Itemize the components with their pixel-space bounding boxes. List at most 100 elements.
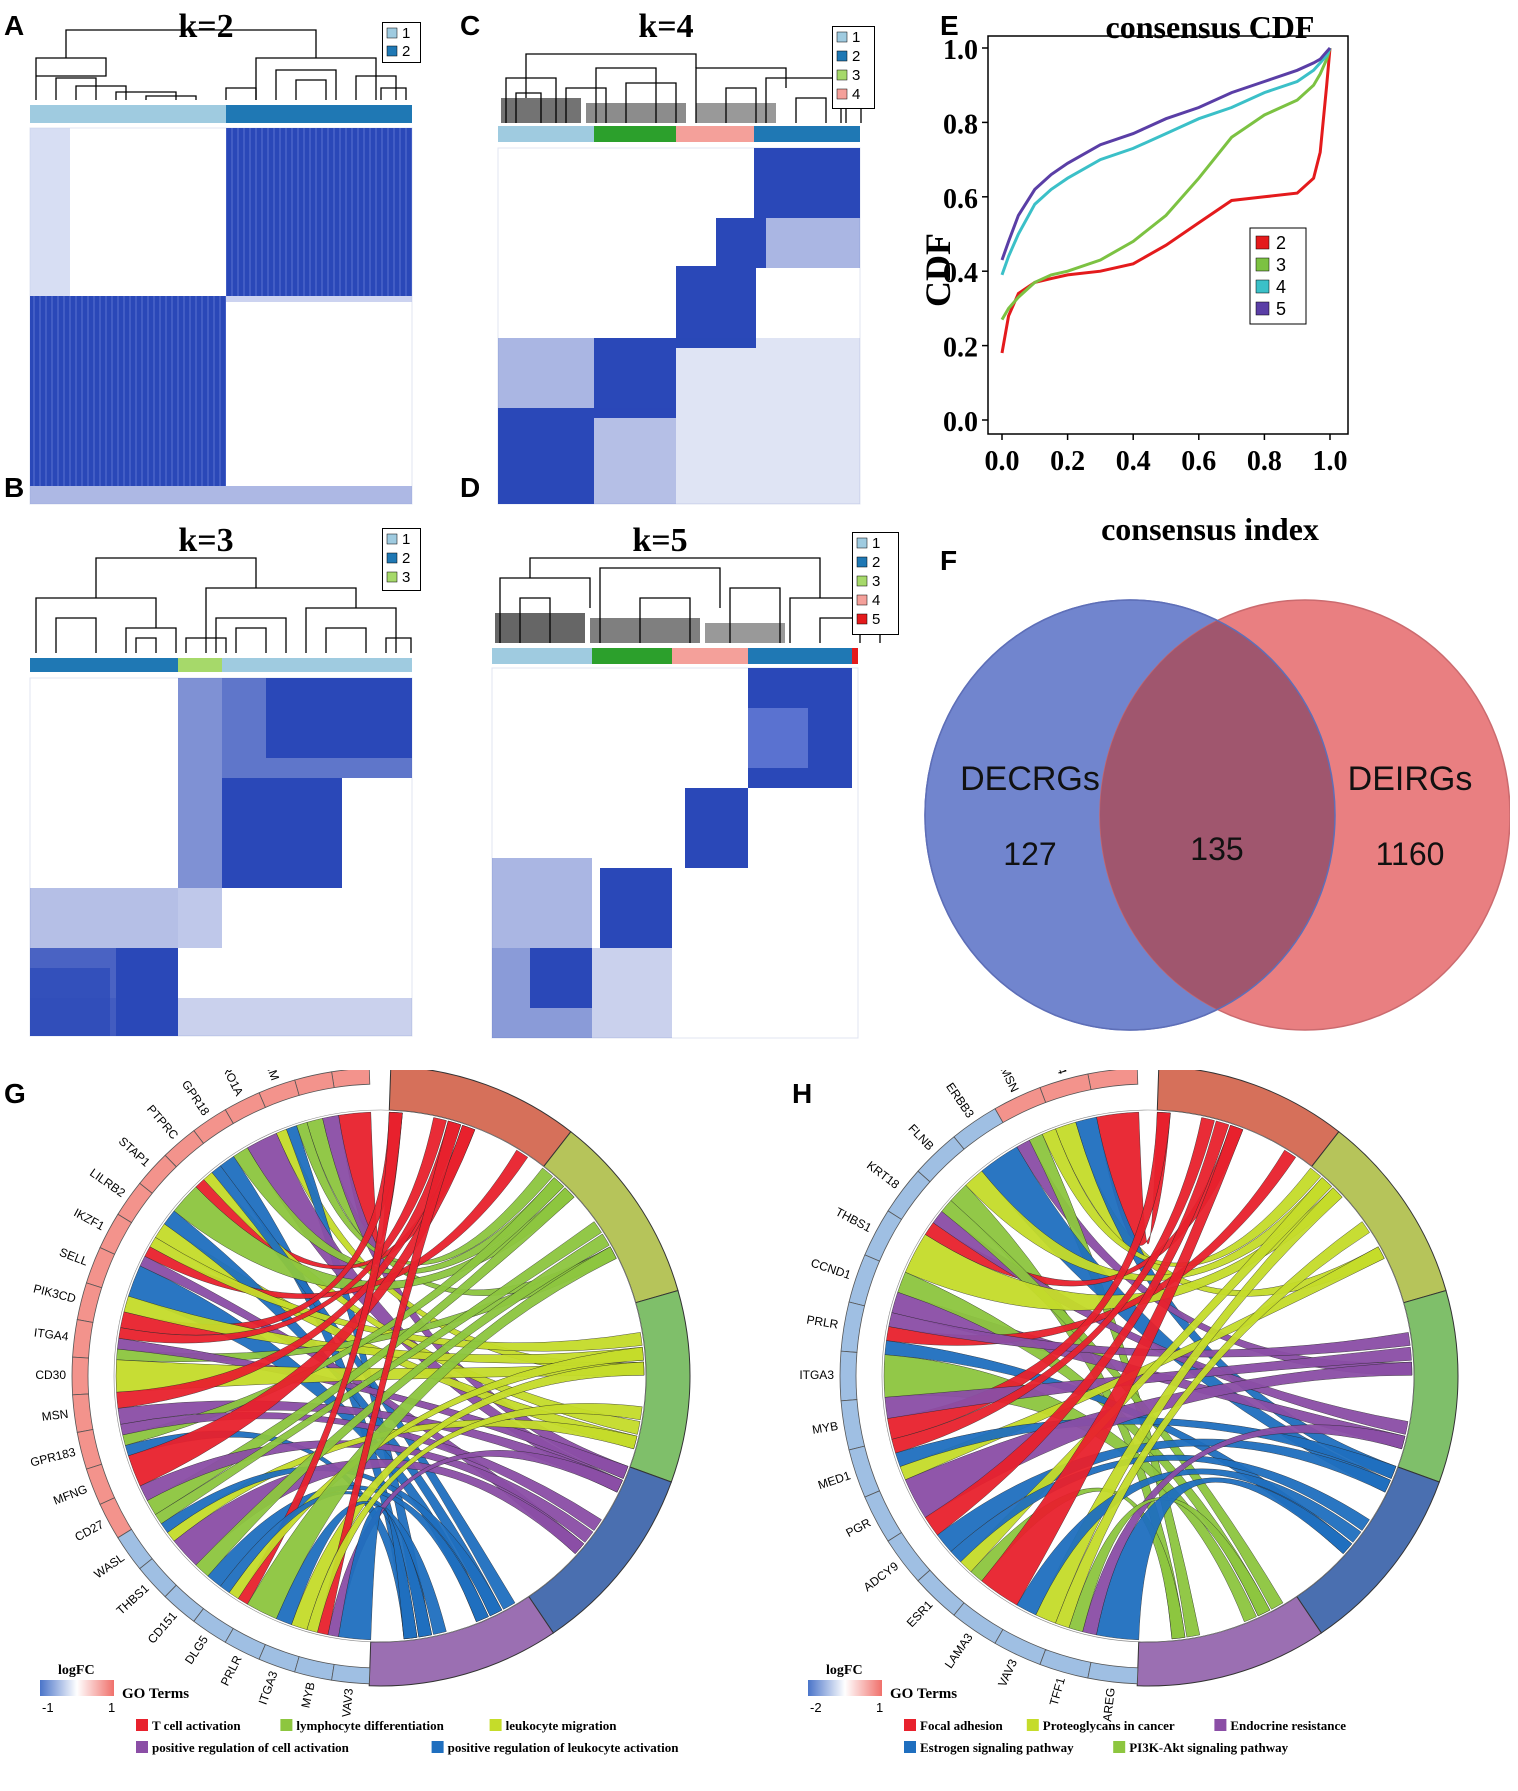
go-gene-arc-PTPRC [164, 1130, 205, 1168]
kegg-ribbon [1055, 1221, 1370, 1629]
k4-legend: 1 2 3 4 [832, 26, 875, 109]
panel-label-g: G [4, 1078, 26, 1109]
cdf-chart: consensus CDF CDF consensus index 0.0 0.2… [918, 9, 1349, 547]
kegg-term-label-4: PI3K-Akt signaling pathway [1129, 1740, 1288, 1755]
kegg-term-label-0: Focal adhesion [920, 1718, 1003, 1733]
go-gene-arc-LCK [294, 1071, 335, 1096]
go-term-swatch-1 [280, 1719, 293, 1731]
go-ribbon [149, 1237, 643, 1352]
cdf-legend-swatch-5 [1255, 301, 1270, 316]
kegg-terms-title: GO Terms [890, 1686, 957, 1702]
cdf-ytick-label: 0.8 [943, 109, 978, 140]
kegg-gene-arc-PIK3CD [1087, 1067, 1139, 1091]
k2-heatmap [29, 127, 413, 505]
go-ribbon [338, 1506, 418, 1641]
kegg-term-swatch-0 [904, 1719, 916, 1731]
kegg-gene-label: MED1 [816, 1468, 852, 1492]
kegg-term-label-1: Proteoglycans in cancer [1043, 1718, 1175, 1733]
go-gene-label: GPR18 [179, 1078, 213, 1119]
go-gene-arc-CD30 [71, 1356, 89, 1396]
cdf-legend-swatch-2 [1255, 235, 1270, 250]
go-gene-label: CD30 [35, 1368, 66, 1382]
kegg-gene-arc-THBS1 [864, 1210, 903, 1262]
k5-figure [491, 557, 881, 1039]
k4-legend-swatch-2 [836, 50, 848, 62]
k3-heatmap [29, 677, 413, 1037]
kegg-gene-arc-CCND1 [848, 1254, 881, 1307]
consensus-matrix-k5: k=5 [490, 522, 910, 1040]
k2-legend-label-2: 2 [402, 43, 410, 60]
go-term-swatch-4 [431, 1741, 444, 1753]
cdf-ytick-label: 0.2 [943, 333, 978, 364]
go-gene-arc-SELL [85, 1247, 116, 1289]
k5-legend-label-1: 1 [872, 535, 880, 552]
go-terms-title: GO Terms [122, 1686, 189, 1702]
k3-figure [29, 557, 413, 1037]
go-ribbon [117, 1338, 629, 1479]
kegg-gene-label: MSN [998, 1070, 1022, 1094]
cdf-line-5 [1000, 47, 1332, 261]
kegg-ribbon [1096, 1477, 1353, 1641]
k5-bar-cluster5 [852, 648, 858, 664]
go-gene-arc-DLG5 [193, 1608, 234, 1643]
go-gene-arc-PIK3CD [76, 1282, 103, 1323]
k5-dendrogram [495, 557, 881, 643]
kegg-term-swatch-3 [904, 1741, 916, 1753]
k3-legend-label-3: 3 [402, 569, 410, 586]
kegg-gene-arc-TFF1 [1039, 1648, 1092, 1679]
consensus-matrix-k2: k=2 [26, 8, 426, 508]
k4-title: k=4 [638, 8, 694, 45]
kegg-gene-label: TFF1 [1047, 1676, 1068, 1708]
go-gene-arc-ITGA4 [72, 1319, 94, 1359]
k5-heatmap [491, 667, 859, 1039]
k5-legend-swatch-4 [856, 594, 868, 606]
kegg-gene-label: ADCY9 [861, 1559, 902, 1594]
go-gene-label: CD151 [145, 1609, 180, 1647]
go-ribbon [118, 1117, 447, 1344]
k2-legend-label-1: 1 [402, 25, 410, 42]
cdf-ytick-label: 0.6 [943, 184, 978, 215]
kegg-gene-arc-PGR [864, 1490, 903, 1542]
go-gene-label: PTPRC [144, 1102, 181, 1142]
k5-bar-cluster3 [592, 648, 672, 664]
go-gene-arc-STAP1 [139, 1154, 177, 1194]
k3-legend-swatch-2 [386, 552, 398, 564]
go-gene-label: ITGA3 [256, 1669, 281, 1707]
panel-label-h: H [792, 1078, 813, 1109]
k5-title: k=5 [632, 522, 688, 559]
kegg-gene-arc-AREG [1087, 1661, 1139, 1685]
kegg-gene-arc-ADCY9 [887, 1531, 931, 1582]
cdf-xtick-label: 0.8 [1247, 446, 1282, 477]
go-gene-arc-MYB [294, 1656, 335, 1681]
k5-legend-swatch-3 [856, 575, 868, 587]
cdf-legend-label-4: 4 [1276, 277, 1286, 297]
panel-label-c: C [460, 10, 481, 41]
cdf-ytick-label: 0.4 [943, 258, 978, 289]
consensus-matrix-k3: k=3 [26, 522, 426, 1040]
k4-legend-swatch-1 [836, 31, 848, 43]
go-logfc-min: -1 [42, 1700, 54, 1715]
k3-legend-swatch-3 [386, 571, 398, 583]
k5-legend: 1 2 3 4 5 [852, 532, 899, 635]
go-logfc-max: 1 [108, 1700, 115, 1715]
go-gene-arc-ITGA3 [258, 1644, 300, 1673]
go-gene-label: CD27 [72, 1517, 106, 1544]
kegg-gene-arc-ESR1 [917, 1569, 965, 1616]
k2-legend-swatch-2 [386, 45, 398, 57]
k4-legend-swatch-4 [836, 88, 848, 100]
go-gene-label: DLG5 [182, 1633, 211, 1667]
go-gene-label: IKZF1 [71, 1205, 107, 1233]
cdf-title: consensus CDF [1106, 9, 1315, 45]
go-ribbon [327, 1450, 623, 1637]
go-gene-label: MYB [298, 1681, 317, 1709]
kegg-gene-arc-ITGA3 [839, 1350, 858, 1402]
venn-count-deirgs: 1160 [1376, 836, 1445, 872]
venn-label-decrgs: DECRGs [960, 760, 1100, 798]
kegg-gene-arc-MED1 [848, 1445, 881, 1498]
k3-legend-label-2: 2 [402, 550, 410, 567]
kegg-gene-arc-KRT18 [887, 1170, 931, 1221]
kegg-term-arc-0 [1156, 1065, 1340, 1168]
kegg-ribbon [924, 1120, 1230, 1536]
k4-bar-cluster2 [754, 126, 860, 142]
k5-legend-label-5: 5 [872, 611, 880, 628]
